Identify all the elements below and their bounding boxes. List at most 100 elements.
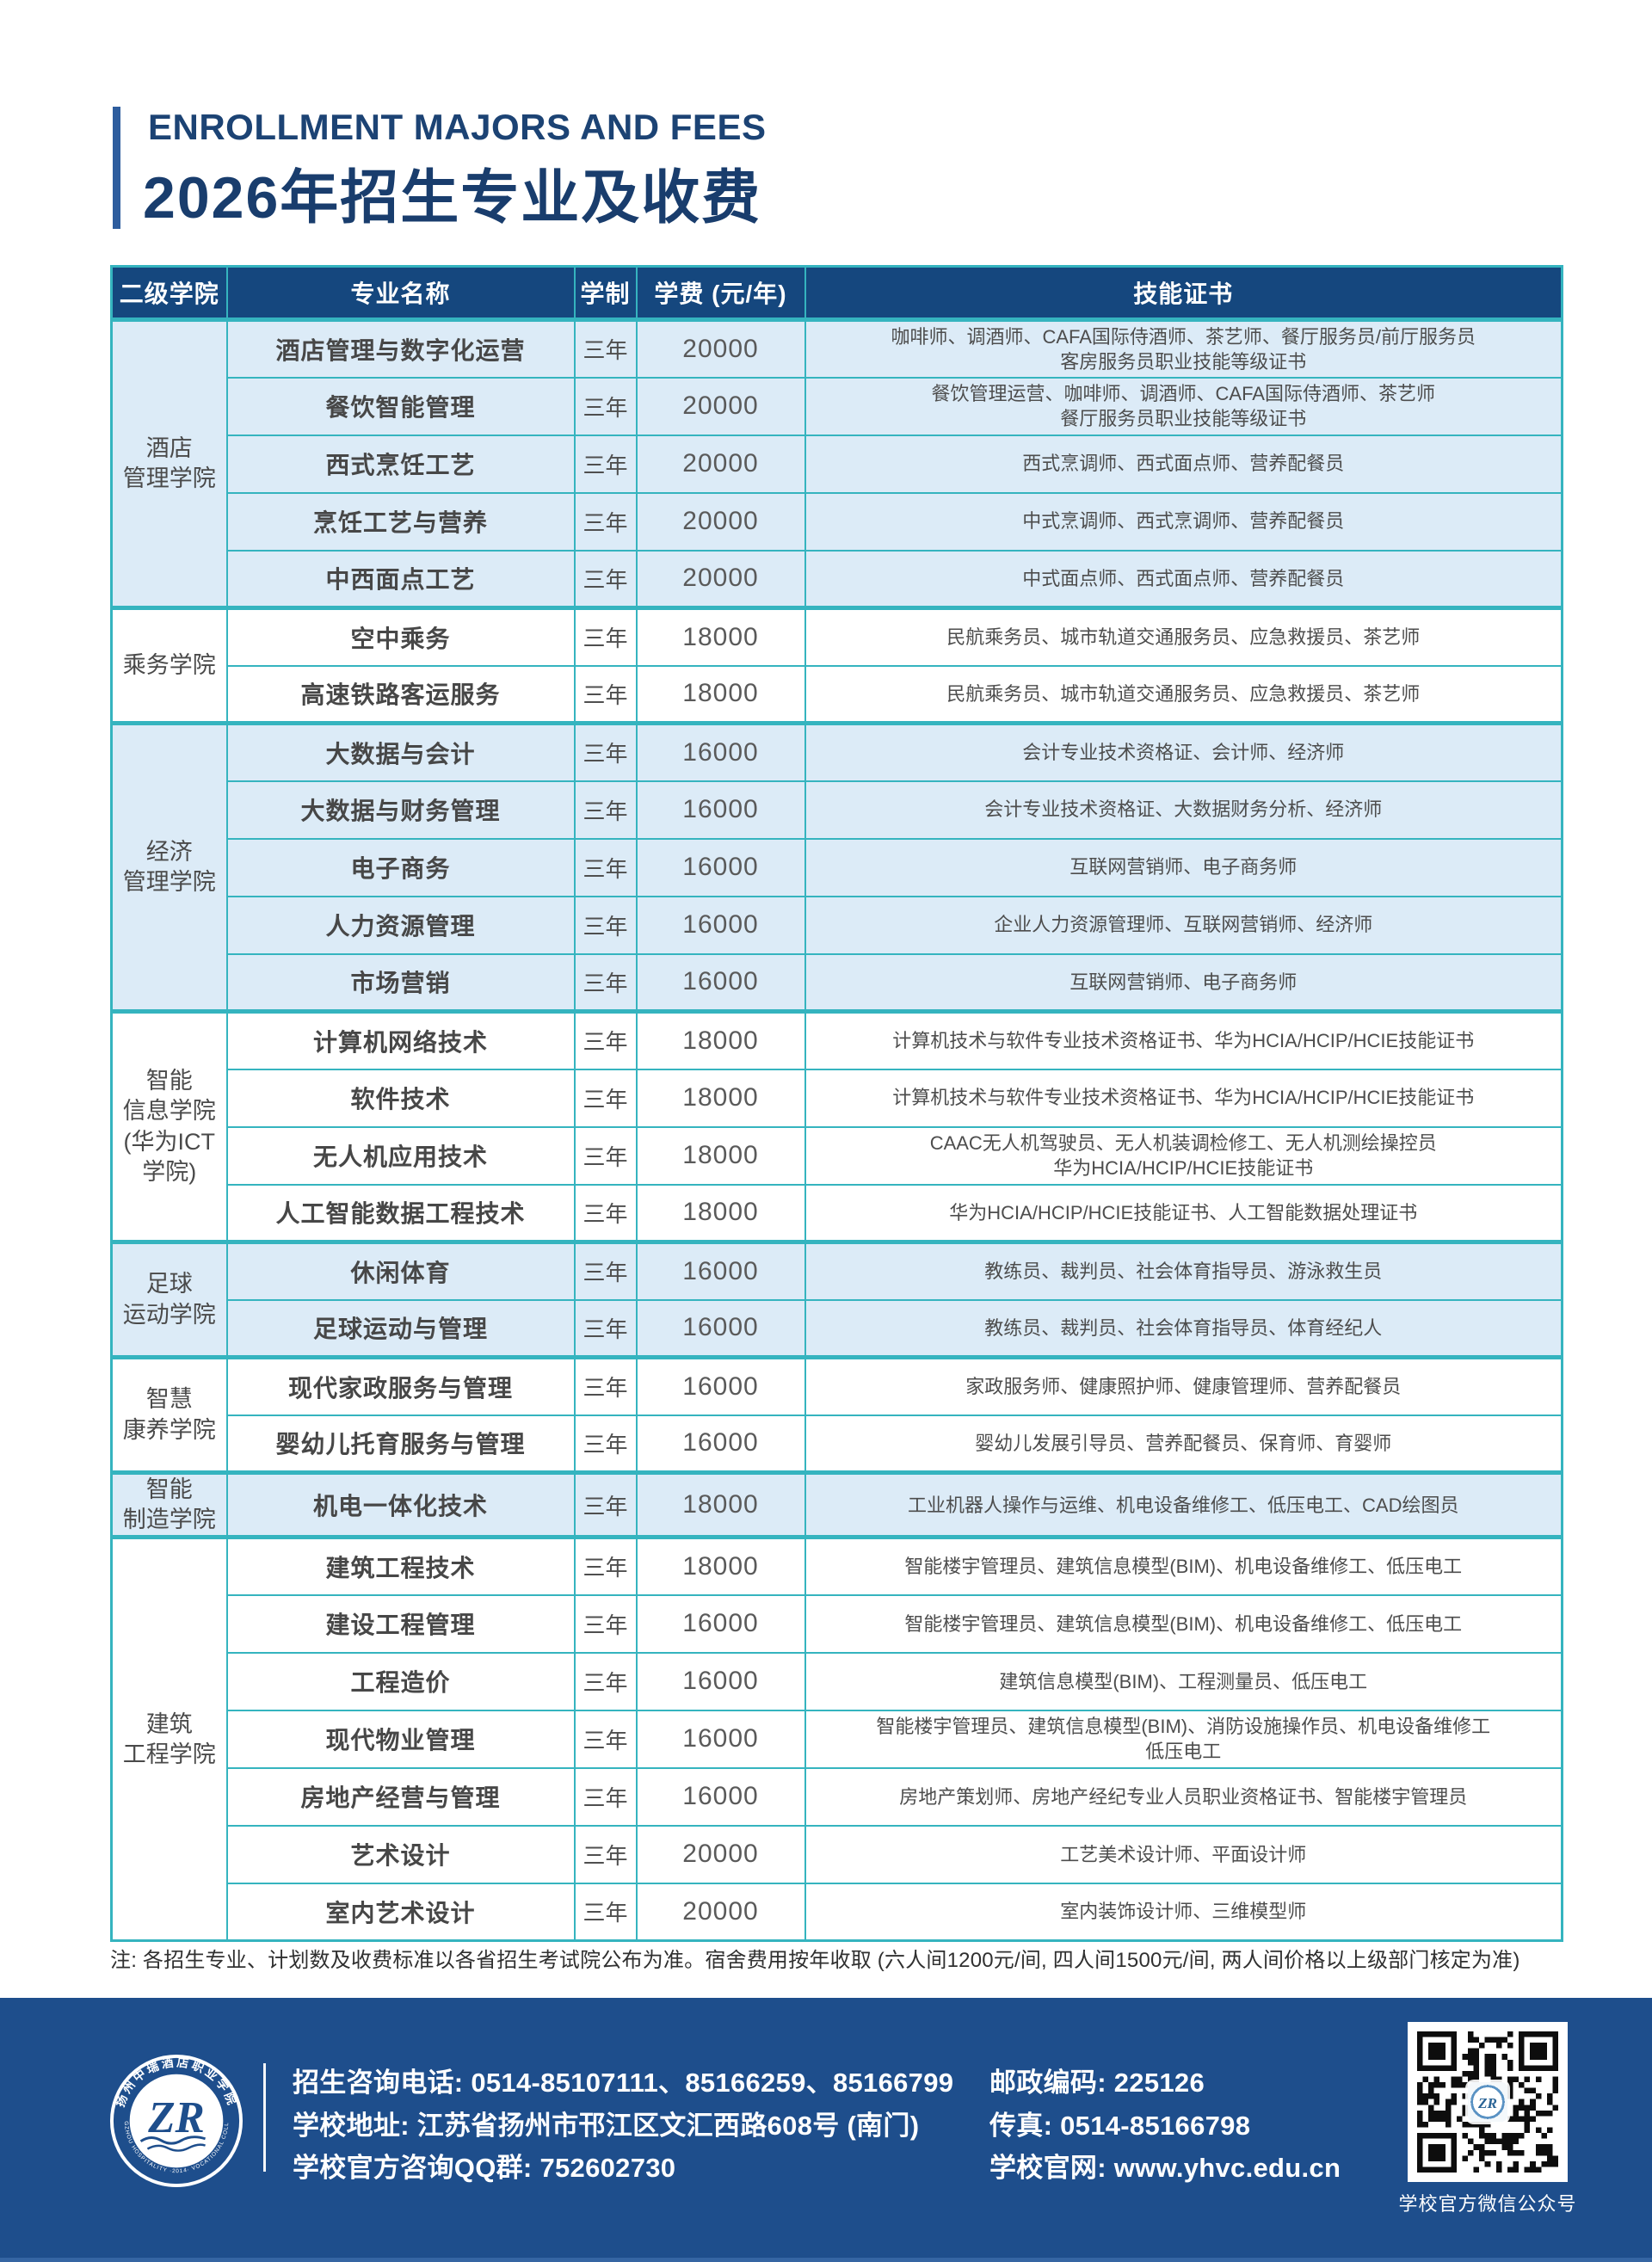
major-row: 酒店 管理学院 酒店管理与数字化运营 三年 20000 咖啡师、调酒师、CAFA国际侍酒师… (110, 317, 1563, 609)
school-address-line: 学校地址: 江苏省扬州市邗江区文汇西路608号 (南门) (293, 2110, 920, 2141)
major-row: 西式烹饪工艺 三年 20000 西式烹调师、西式面点师、营养配餐员 (112, 434, 1563, 494)
major-row: 室内艺术设计 三年 20000 室内装饰设计师、三维模型师 (112, 1882, 1563, 1942)
table-header-row: 二级学院 专业名称 学制 学费 (元/年) 技能证书 (110, 265, 1563, 321)
certs-cell: 会计专业技术资格证、大数据财务分析、经济师 (804, 780, 1563, 840)
certs-cell: 教练员、裁判员、社会体育指导员、体育经纪人 (804, 1298, 1563, 1359)
major-row: 餐饮智能管理 三年 20000 餐饮管理运营、咖啡师、调酒师、CAFA国际侍酒师、茶艺… (112, 376, 1563, 436)
major-row: 房地产经营与管理 三年 16000 房地产策划师、房地产经纪专业人员职业资格证书、智能… (112, 1766, 1563, 1827)
wechat-qr-code: ZR (1408, 2022, 1568, 2182)
college-seal-logo: 扬州中瑞酒店职业学院 YANGZHOU HOSPITALITY ·2014· V… (108, 2053, 243, 2188)
fee-cell: 16000 (635, 895, 806, 955)
col-header-major: 专业名称 (225, 265, 576, 321)
col-header-duration: 学制 (573, 265, 638, 321)
major-row: 软件技术 三年 18000 计算机技术与软件专业技术资格证书、华为HCIA/HCIP/… (112, 1068, 1563, 1128)
major-row: 智慧 康养学院 现代家政服务与管理 三年 16000 家政服务师、健康照护师、健康管理师、… (110, 1355, 1563, 1474)
fee-cell: 20000 (635, 317, 806, 379)
major-name-cell: 休闲体育 (225, 1240, 576, 1301)
title-accent-bar (113, 107, 120, 229)
major-row: 建设工程管理 三年 16000 智能楼宇管理员、建筑信息模型(BIM)、机电设备维修工… (112, 1593, 1563, 1654)
col-header-certs: 技能证书 (804, 265, 1563, 321)
major-row: 经济 管理学院 大数据与会计 三年 16000 会计专业技术资格证、会计师、经济师 (110, 721, 1563, 1013)
duration-cell: 三年 (573, 376, 638, 436)
certs-cell: 咖啡师、调酒师、CAFA国际侍酒师、茶艺师、餐厅服务员/前厅服务员 客房服务员职业… (804, 317, 1563, 379)
fee-cell: 18000 (635, 664, 806, 724)
duration-cell: 三年 (573, 1766, 638, 1827)
major-name-cell: 机电一体化技术 (225, 1470, 576, 1538)
fee-cell: 16000 (635, 721, 806, 782)
college-cell: 经济 管理学院 (110, 721, 228, 1013)
fee-cell: 18000 (635, 1183, 806, 1243)
duration-cell: 三年 (573, 837, 638, 897)
qr-center-logo: ZR (1468, 2082, 1507, 2122)
major-row: 工程造价 三年 16000 建筑信息模型(BIM)、工程测量员、低压电工 (112, 1651, 1563, 1711)
major-name-cell: 酒店管理与数字化运营 (225, 317, 576, 379)
major-name-cell: 艺术设计 (225, 1824, 576, 1884)
certs-cell: 计算机技术与软件专业技术资格证书、华为HCIA/HCIP/HCIE技能证书 (804, 1068, 1563, 1128)
major-name-cell: 西式烹饪工艺 (225, 434, 576, 494)
major-name-cell: 室内艺术设计 (225, 1882, 576, 1942)
major-name-cell: 人力资源管理 (225, 895, 576, 955)
seal-monogram: ZR (147, 2093, 205, 2142)
major-name-cell: 大数据与财务管理 (225, 780, 576, 840)
col-header-fee: 学费 (元/年) (635, 265, 806, 321)
duration-cell: 三年 (573, 1824, 638, 1884)
major-row: 无人机应用技术 三年 18000 CAAC无人机驾驶员、无人机装调检修工、无人机测绘操… (112, 1125, 1563, 1186)
major-row: 现代物业管理 三年 16000 智能楼宇管理员、建筑信息模型(BIM)、消防设施操作员… (112, 1709, 1563, 1769)
duration-cell: 三年 (573, 1298, 638, 1359)
fee-cell: 20000 (635, 376, 806, 436)
table-header: 二级学院 专业名称 学制 学费 (元/年) 技能证书 (110, 265, 1563, 321)
duration-cell: 三年 (573, 780, 638, 840)
duration-cell: 三年 (573, 549, 638, 609)
fee-cell: 16000 (635, 1709, 806, 1769)
fee-cell: 16000 (635, 1240, 806, 1301)
major-row: 市场营销 三年 16000 互联网营销师、电子商务师 (112, 952, 1563, 1013)
fee-cell: 16000 (635, 1651, 806, 1711)
svg-text:ZR: ZR (1477, 2095, 1497, 2111)
college-cell: 乘务学院 (110, 606, 228, 724)
certs-cell: CAAC无人机驾驶员、无人机装调检修工、无人机测绘操控员 华为HCIA/HCIP/… (804, 1125, 1563, 1186)
certs-cell: 餐饮管理运营、咖啡师、调酒师、CAFA国际侍酒师、茶艺师 餐厅服务员职业技能等级证… (804, 376, 1563, 436)
footer-band: 扬州中瑞酒店职业学院 YANGZHOU HOSPITALITY ·2014· V… (0, 1998, 1652, 2262)
certs-cell: 工业机器人操作与运维、机电设备维修工、低压电工、CAD绘图员 (804, 1470, 1563, 1538)
major-name-cell: 婴幼儿托育服务与管理 (225, 1414, 576, 1474)
duration-cell: 三年 (573, 1651, 638, 1711)
certs-cell: 民航乘务员、城市轨道交通服务员、应急救援员、茶艺师 (804, 606, 1563, 667)
duration-cell: 三年 (573, 1068, 638, 1128)
fee-cell: 20000 (635, 549, 806, 609)
major-name-cell: 烹饪工艺与营养 (225, 491, 576, 552)
major-name-cell: 建筑工程技术 (225, 1535, 576, 1596)
footer-info-block: 邮政编码: 225126 传真: 0514-85166798 学校官网: www… (989, 2062, 1341, 2190)
major-name-cell: 软件技术 (225, 1068, 576, 1128)
fee-cell: 20000 (635, 434, 806, 494)
duration-cell: 三年 (573, 434, 638, 494)
duration-cell: 三年 (573, 1183, 638, 1243)
college-cell: 建筑 工程学院 (110, 1535, 228, 1942)
fee-cell: 16000 (635, 952, 806, 1013)
major-row: 烹饪工艺与营养 三年 20000 中式烹调师、西式烹调师、营养配餐员 (112, 491, 1563, 552)
major-name-cell: 高速铁路客运服务 (225, 664, 576, 724)
seal-outer-ring (109, 2054, 243, 2188)
major-name-cell: 中西面点工艺 (225, 549, 576, 609)
table-body: 酒店 管理学院 酒店管理与数字化运营 三年 20000 咖啡师、调酒师、CAFA国际侍酒师… (110, 317, 1563, 1942)
major-name-cell: 建设工程管理 (225, 1593, 576, 1654)
major-row: 人力资源管理 三年 16000 企业人力资源管理师、互联网营销师、经济师 (112, 895, 1563, 955)
major-row: 建筑 工程学院 建筑工程技术 三年 18000 智能楼宇管理员、建筑信息模型(BIM)、机… (110, 1535, 1563, 1942)
certs-cell: 互联网营销师、电子商务师 (804, 952, 1563, 1013)
fee-cell: 16000 (635, 1298, 806, 1359)
duration-cell: 三年 (573, 952, 638, 1013)
certs-cell: 家政服务师、健康照护师、健康管理师、营养配餐员 (804, 1355, 1563, 1416)
major-name-cell: 现代家政服务与管理 (225, 1355, 576, 1416)
major-name-cell: 房地产经营与管理 (225, 1766, 576, 1827)
seal-wave-1 (139, 2136, 206, 2145)
certs-cell: 婴幼儿发展引导员、营养配餐员、保育师、育婴师 (804, 1414, 1563, 1474)
fee-cell: 20000 (635, 1882, 806, 1942)
major-name-cell: 餐饮智能管理 (225, 376, 576, 436)
fee-cell: 16000 (635, 1593, 806, 1654)
major-row: 足球运动与管理 三年 16000 教练员、裁判员、社会体育指导员、体育经纪人 (112, 1298, 1563, 1359)
college-cell: 智能 信息学院 (华为ICT 学院) (110, 1009, 228, 1243)
fee-cell: 18000 (635, 1535, 806, 1596)
major-row: 智能 制造学院 机电一体化技术 三年 18000 工业机器人操作与运维、机电设备维修工、低… (110, 1470, 1563, 1538)
major-name-cell: 电子商务 (225, 837, 576, 897)
major-name-cell: 无人机应用技术 (225, 1125, 576, 1186)
